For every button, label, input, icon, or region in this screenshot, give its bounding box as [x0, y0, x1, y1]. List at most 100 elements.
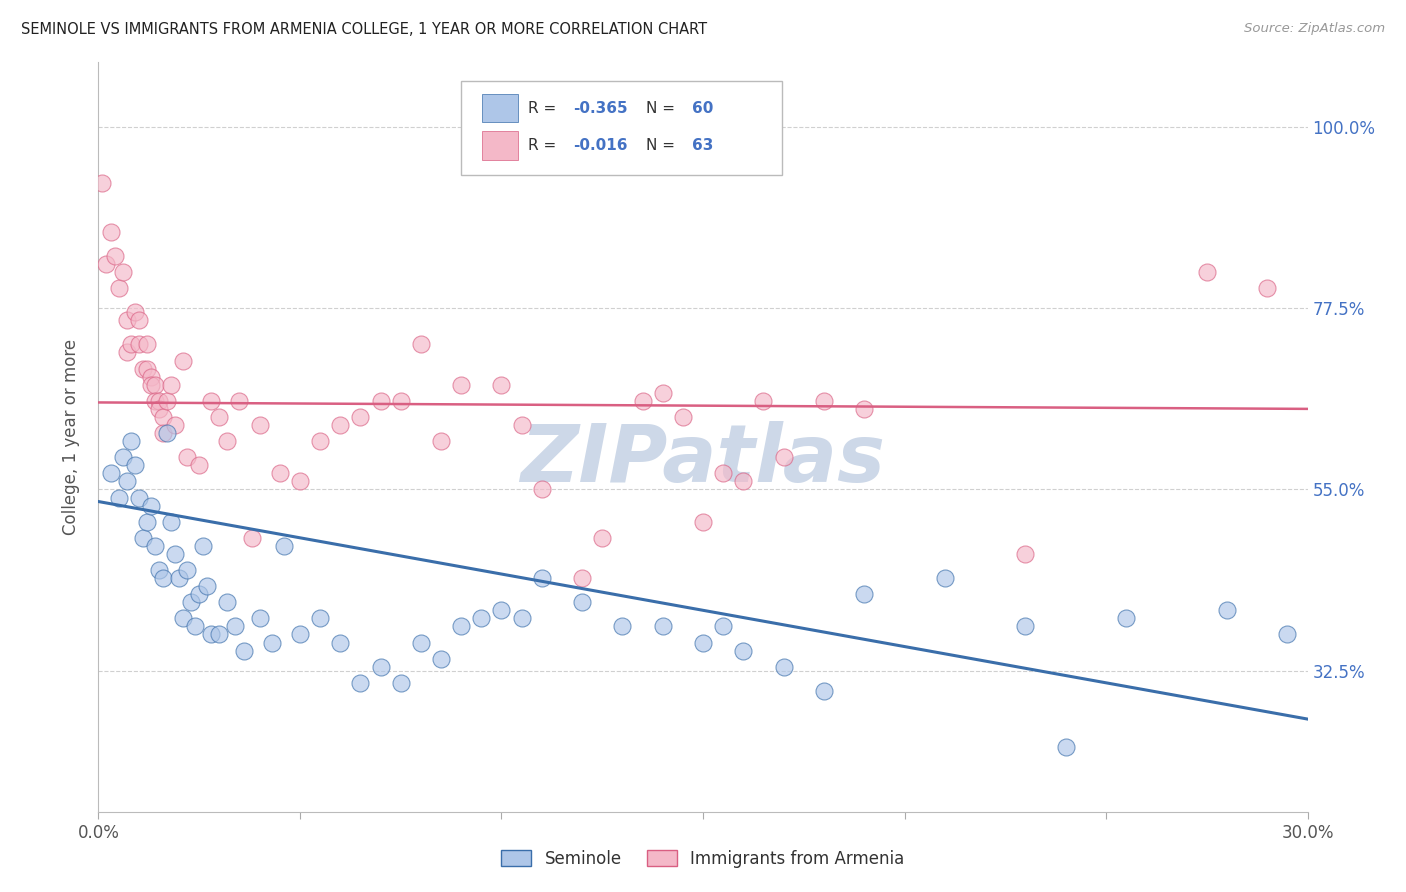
Point	[612, 619, 634, 633]
Point	[1014, 547, 1036, 561]
Point	[139, 499, 162, 513]
FancyBboxPatch shape	[461, 81, 782, 175]
Point	[208, 409, 231, 424]
Point	[160, 515, 183, 529]
Point	[232, 643, 254, 657]
Point	[491, 377, 513, 392]
Point	[132, 361, 155, 376]
Point	[217, 434, 239, 449]
Point	[772, 450, 794, 465]
Point	[651, 619, 673, 633]
Point	[249, 611, 271, 625]
Point	[135, 515, 157, 529]
Point	[100, 225, 122, 239]
Point	[1195, 265, 1218, 279]
Point	[100, 467, 122, 481]
Point	[692, 635, 714, 649]
Point	[370, 659, 392, 673]
Text: N =: N =	[647, 101, 681, 116]
Point	[160, 377, 183, 392]
Text: -0.365: -0.365	[574, 101, 628, 116]
Point	[409, 635, 432, 649]
Point	[96, 257, 118, 271]
Point	[813, 684, 835, 698]
Point	[631, 393, 654, 408]
Point	[752, 393, 775, 408]
Point	[711, 467, 734, 481]
Point	[167, 571, 190, 585]
Point	[309, 434, 332, 449]
Point	[107, 281, 129, 295]
Point	[1256, 281, 1278, 295]
Point	[195, 579, 218, 593]
Point	[128, 313, 150, 327]
Point	[733, 643, 755, 657]
Point	[115, 475, 138, 489]
Point	[217, 595, 239, 609]
Point	[450, 619, 472, 633]
Point	[132, 531, 155, 545]
Point	[491, 603, 513, 617]
Point	[193, 539, 215, 553]
Point	[853, 401, 876, 416]
Point	[107, 491, 129, 505]
Point	[273, 539, 295, 553]
Point	[349, 409, 371, 424]
Point	[389, 675, 412, 690]
Point	[733, 475, 755, 489]
Point	[309, 611, 332, 625]
Point	[228, 393, 250, 408]
Point	[200, 393, 222, 408]
Point	[148, 563, 170, 577]
Point	[510, 417, 533, 432]
Point	[148, 393, 170, 408]
Point	[188, 587, 211, 601]
Point	[163, 417, 186, 432]
Point	[188, 458, 211, 473]
Point	[143, 377, 166, 392]
Point	[651, 385, 673, 400]
Point	[156, 425, 179, 440]
Point	[143, 539, 166, 553]
Point	[571, 571, 593, 585]
Point	[530, 483, 553, 497]
Point	[430, 434, 453, 449]
Point	[260, 635, 283, 649]
Point	[128, 337, 150, 351]
Point	[180, 595, 202, 609]
Point	[172, 353, 194, 368]
Point	[530, 571, 553, 585]
Point	[470, 611, 492, 625]
Point	[152, 571, 174, 585]
Y-axis label: College, 1 year or more: College, 1 year or more	[62, 339, 80, 535]
Point	[772, 659, 794, 673]
Point	[370, 393, 392, 408]
Point	[115, 313, 138, 327]
Point	[124, 458, 146, 473]
Text: ZIPatlas: ZIPatlas	[520, 420, 886, 499]
Point	[389, 393, 412, 408]
Point	[184, 619, 207, 633]
Point	[224, 619, 246, 633]
Text: R =: R =	[527, 138, 561, 153]
Point	[510, 611, 533, 625]
Point	[711, 619, 734, 633]
Text: 63: 63	[692, 138, 713, 153]
Point	[120, 337, 142, 351]
Point	[172, 611, 194, 625]
Point	[143, 393, 166, 408]
Point	[591, 531, 613, 545]
Text: 60: 60	[692, 101, 713, 116]
Point	[156, 393, 179, 408]
Point	[120, 434, 142, 449]
Point	[329, 635, 352, 649]
Point	[208, 627, 231, 641]
Point	[288, 627, 311, 641]
Point	[1216, 603, 1239, 617]
Point	[115, 345, 138, 359]
Point	[249, 417, 271, 432]
Point	[176, 563, 198, 577]
Point	[813, 393, 835, 408]
Point	[139, 377, 162, 392]
Point	[176, 450, 198, 465]
